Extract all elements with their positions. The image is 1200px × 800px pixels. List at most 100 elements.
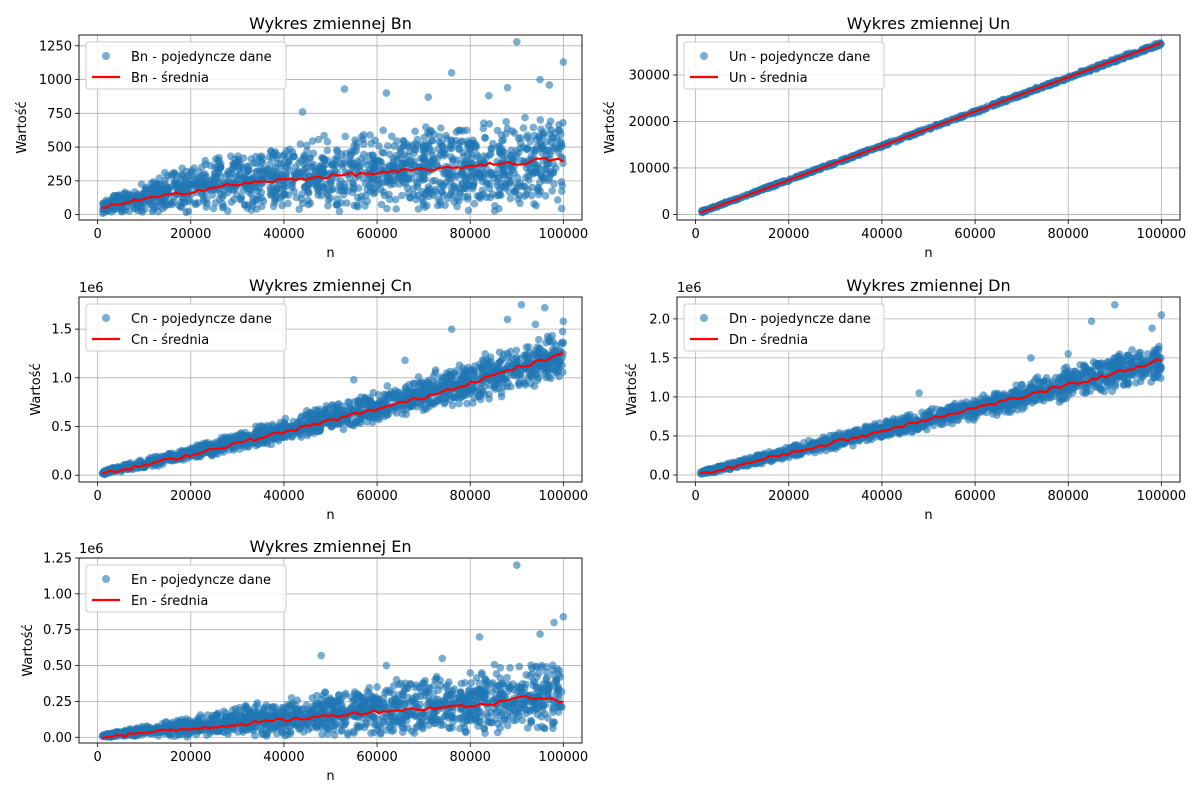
- x-tick-label: 100000: [1137, 227, 1187, 242]
- scatter-point: [273, 184, 282, 192]
- scatter-point: [481, 133, 490, 142]
- chart-title: Wykres zmiennej Un: [847, 14, 1011, 33]
- scatter-point: [451, 183, 459, 191]
- scatter-point: [472, 141, 480, 149]
- scatter-point: [499, 136, 508, 144]
- scatter-point: [216, 162, 225, 171]
- outlier-point: [298, 108, 307, 116]
- scatter-point: [464, 206, 473, 215]
- scatter-point: [359, 397, 367, 406]
- scatter-point: [323, 146, 332, 155]
- y-tick-label: 750: [47, 107, 72, 122]
- scatter-point: [536, 187, 545, 195]
- scatter-point: [506, 194, 515, 203]
- scatter-point: [252, 152, 260, 161]
- scatter-point: [480, 390, 489, 399]
- scatter-point: [1132, 379, 1140, 387]
- scatter-point: [281, 424, 290, 432]
- scatter-point: [241, 171, 249, 180]
- scatter-point: [522, 173, 530, 182]
- scatter-point: [337, 160, 346, 168]
- scatter-point: [383, 409, 391, 417]
- scatter-point: [374, 391, 383, 399]
- scatter-point: [200, 197, 208, 206]
- scatter-point: [303, 141, 311, 150]
- scatter-point: [1157, 374, 1165, 383]
- legend-marker-scatter: [102, 52, 110, 60]
- scatter-point: [516, 199, 524, 208]
- scatter-point: [443, 135, 451, 143]
- scatter-point: [253, 187, 262, 195]
- scatter-point: [479, 190, 488, 198]
- axes-frame: [78, 296, 583, 483]
- scatter-point: [306, 199, 315, 207]
- scatter-point: [218, 193, 226, 202]
- scatter-point: [537, 125, 545, 134]
- scatter-point: [521, 113, 529, 122]
- scatter-point: [323, 137, 332, 146]
- scatter-point: [459, 127, 467, 135]
- scatter-point: [349, 188, 357, 197]
- scatter-point: [553, 364, 561, 373]
- scatter-point: [500, 179, 509, 187]
- scatter-point: [523, 131, 532, 140]
- scatter-point: [409, 379, 418, 388]
- x-tick-label: 80000: [1048, 227, 1089, 242]
- outlier-point: [536, 75, 544, 84]
- scatter-point: [512, 346, 521, 355]
- scatter-point: [379, 126, 388, 135]
- scatter-point: [359, 131, 368, 139]
- y-tick-label: 30000: [629, 68, 670, 83]
- scatter-point: [519, 124, 528, 132]
- scatter-point: [243, 204, 252, 212]
- scatter-point: [544, 368, 552, 377]
- scatter-point: [374, 414, 383, 422]
- y-axis-label: Wartość: [603, 101, 618, 153]
- scatter-point: [257, 157, 265, 166]
- scatter-point: [331, 155, 339, 164]
- outlier-point: [559, 317, 568, 326]
- scatter-point: [361, 180, 370, 188]
- scatter-point: [235, 163, 243, 171]
- scatter-point: [313, 427, 322, 436]
- scatter-point: [427, 157, 436, 166]
- y-tick-label: 1250: [39, 39, 72, 54]
- mean-line: [102, 156, 565, 209]
- scatter-point: [377, 200, 386, 209]
- scatter-point: [557, 204, 566, 213]
- scatter-point: [404, 189, 413, 198]
- scatter-point: [366, 131, 374, 139]
- scatter-point: [440, 169, 448, 178]
- scatter-point: [229, 444, 238, 453]
- scatter-point: [557, 130, 565, 138]
- scatter-point: [320, 184, 329, 193]
- scatter-point: [493, 178, 502, 186]
- x-tick-label: 20000: [768, 227, 809, 242]
- y-tick-label: 250: [47, 174, 72, 189]
- scatter-point: [241, 428, 250, 437]
- scatter-point: [385, 162, 393, 170]
- x-axis-label: n: [924, 246, 932, 261]
- scatter-point: [458, 137, 466, 146]
- scatter-point: [502, 118, 511, 126]
- scatter-point: [212, 155, 220, 163]
- scatter-point: [422, 123, 430, 131]
- scatter-point: [223, 433, 231, 442]
- scatter-point: [435, 396, 444, 404]
- scatter-point: [506, 347, 515, 356]
- scatter-point: [455, 399, 463, 408]
- scatter-point: [253, 427, 261, 435]
- scatter-point: [113, 204, 122, 213]
- scatter-point: [155, 174, 164, 182]
- scatter-point: [391, 195, 400, 204]
- axes-frame: [78, 34, 583, 221]
- scatter-point: [559, 119, 567, 127]
- scatter-point: [534, 374, 543, 382]
- mean-line: [699, 41, 1162, 214]
- scatter-point: [508, 127, 517, 135]
- scatter-point: [456, 189, 464, 198]
- scatter-point: [524, 186, 532, 195]
- legend-label-scatter: Bn - pojedyncze dane: [131, 50, 272, 65]
- scatter-point: [351, 136, 359, 144]
- scatter-point: [236, 195, 245, 204]
